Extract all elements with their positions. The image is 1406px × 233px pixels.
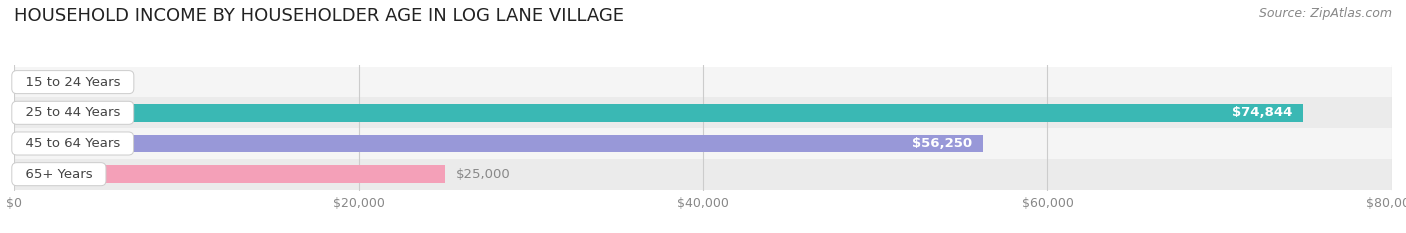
Bar [14,135,983,152]
Text: $0: $0 [25,76,42,89]
Text: 45 to 64 Years: 45 to 64 Years [17,137,128,150]
Text: $25,000: $25,000 [456,168,510,181]
Bar [14,159,1392,189]
Bar [14,104,1303,122]
Text: 15 to 24 Years: 15 to 24 Years [17,76,129,89]
Text: Source: ZipAtlas.com: Source: ZipAtlas.com [1258,7,1392,20]
Bar [14,97,1392,128]
Text: $74,844: $74,844 [1232,106,1292,119]
Text: HOUSEHOLD INCOME BY HOUSEHOLDER AGE IN LOG LANE VILLAGE: HOUSEHOLD INCOME BY HOUSEHOLDER AGE IN L… [14,7,624,25]
Text: 65+ Years: 65+ Years [17,168,101,181]
Bar [14,67,1392,97]
Text: 25 to 44 Years: 25 to 44 Years [17,106,129,119]
Bar [14,165,444,183]
Bar [14,128,1392,159]
Text: $56,250: $56,250 [911,137,972,150]
